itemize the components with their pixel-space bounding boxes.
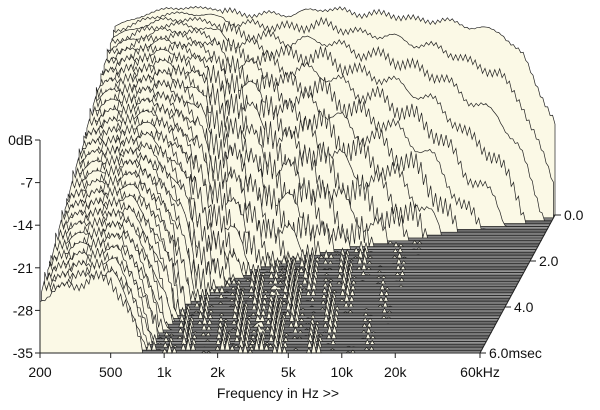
- z-tick-label: 4.0: [514, 299, 534, 315]
- z-axis-ticks: 0.0 2.0 4.0 6.0msec: [480, 207, 584, 361]
- x-tick-label: 20k: [384, 364, 408, 380]
- x-tick-label: 10k: [330, 364, 354, 380]
- x-tick-label: 5k: [281, 364, 297, 380]
- y-tick-label: -7: [21, 175, 34, 191]
- axes: [39, 140, 556, 354]
- x-tick-label: 200: [28, 364, 52, 380]
- y-tick-label: -14: [13, 217, 33, 233]
- z-tick-label: 0.0: [564, 207, 584, 223]
- x-tick-label: 2k: [210, 364, 226, 380]
- y-axis-ticks: 0dB -7 -14 -21 -28 -35: [8, 132, 40, 361]
- z-tick-label: 2.0: [539, 253, 559, 269]
- y-tick-label: -21: [13, 260, 33, 276]
- z-tick-label: 6.0msec: [489, 345, 542, 361]
- x-tick-label: 1k: [157, 364, 173, 380]
- decay-slice: [58, 205, 499, 320]
- x-tick-label: 500: [99, 364, 123, 380]
- z-axis-line: [479, 214, 556, 354]
- y-tick-label: -28: [13, 302, 33, 318]
- decay-slices: [39, 5, 556, 355]
- x-axis-label: Frequency in Hz >>: [217, 385, 339, 401]
- x-tick-label: 60kHz: [460, 364, 500, 380]
- y-tick-label: 0dB: [8, 132, 33, 148]
- decay-slice: [61, 194, 503, 314]
- y-tick-label: -35: [13, 345, 33, 361]
- x-axis-ticks: 200 500 1k 2k 5k 10k 20k 60kHz: [28, 353, 500, 380]
